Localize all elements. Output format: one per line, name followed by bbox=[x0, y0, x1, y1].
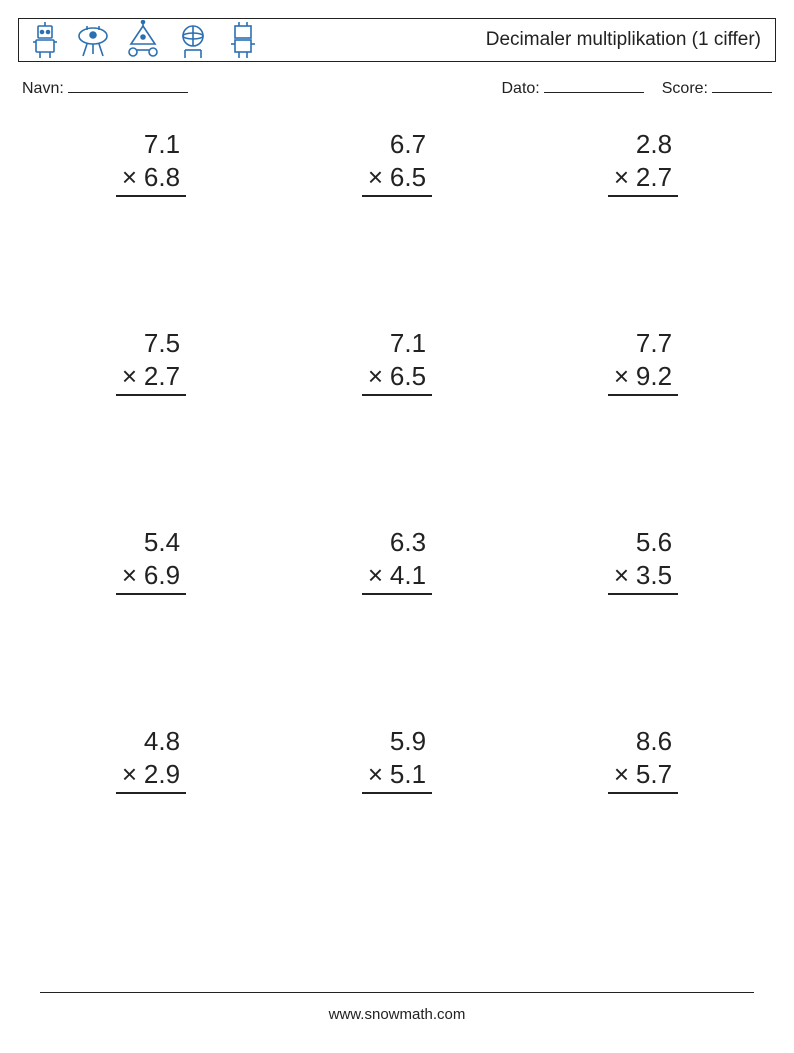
multiplier: 2.9 bbox=[144, 759, 180, 789]
multiplier: 9.2 bbox=[636, 361, 672, 391]
problem: 5.9×5.1 bbox=[294, 725, 500, 794]
multiplier-row: ×4.1 bbox=[362, 559, 432, 596]
problem: 2.8×2.7 bbox=[540, 128, 746, 197]
problem: 7.7×9.2 bbox=[540, 327, 746, 396]
robot-icon bbox=[27, 20, 63, 60]
score-blank[interactable] bbox=[712, 78, 772, 93]
multiplier: 6.5 bbox=[390, 162, 426, 192]
date-label: Dato: bbox=[502, 80, 540, 98]
multiplier-row: ×9.2 bbox=[608, 360, 678, 397]
times-symbol: × bbox=[368, 758, 390, 791]
date-blank[interactable] bbox=[544, 78, 644, 93]
multiplier: 3.5 bbox=[636, 560, 672, 590]
multiplier-row: ×5.1 bbox=[362, 758, 432, 795]
robot-icons bbox=[27, 20, 263, 60]
robot-icon bbox=[173, 20, 213, 60]
meta-row: Navn: Dato: Score: bbox=[22, 78, 772, 98]
times-symbol: × bbox=[122, 559, 144, 592]
multiplier: 5.7 bbox=[636, 759, 672, 789]
multiplier-row: ×6.8 bbox=[116, 161, 186, 198]
multiplicand: 5.9 bbox=[362, 725, 432, 758]
times-symbol: × bbox=[614, 360, 636, 393]
times-symbol: × bbox=[368, 161, 390, 194]
problem: 6.7×6.5 bbox=[294, 128, 500, 197]
multiplier-row: ×2.9 bbox=[116, 758, 186, 795]
problem: 7.5×2.7 bbox=[48, 327, 254, 396]
times-symbol: × bbox=[122, 758, 144, 791]
robot-icon bbox=[73, 20, 113, 60]
problem: 5.4×6.9 bbox=[48, 526, 254, 595]
multiplier: 2.7 bbox=[144, 361, 180, 391]
multiplicand: 8.6 bbox=[608, 725, 678, 758]
multiplicand: 7.1 bbox=[362, 327, 432, 360]
times-symbol: × bbox=[122, 360, 144, 393]
multiplier-row: ×5.7 bbox=[608, 758, 678, 795]
times-symbol: × bbox=[614, 758, 636, 791]
multiplicand: 6.3 bbox=[362, 526, 432, 559]
multiplier: 6.5 bbox=[390, 361, 426, 391]
times-symbol: × bbox=[368, 559, 390, 592]
multiplicand: 4.8 bbox=[116, 725, 186, 758]
multiplier: 6.9 bbox=[144, 560, 180, 590]
problem: 7.1×6.5 bbox=[294, 327, 500, 396]
multiplicand: 7.7 bbox=[608, 327, 678, 360]
problem: 8.6×5.7 bbox=[540, 725, 746, 794]
multiplicand: 5.4 bbox=[116, 526, 186, 559]
multiplier: 6.8 bbox=[144, 162, 180, 192]
problems-grid: 7.1×6.86.7×6.52.8×2.77.5×2.77.1×6.57.7×9… bbox=[18, 128, 776, 794]
multiplier-row: ×3.5 bbox=[608, 559, 678, 596]
name-label: Navn: bbox=[22, 80, 64, 98]
times-symbol: × bbox=[614, 559, 636, 592]
problem: 6.3×4.1 bbox=[294, 526, 500, 595]
name-blank[interactable] bbox=[68, 78, 188, 93]
multiplicand: 7.1 bbox=[116, 128, 186, 161]
multiplier: 4.1 bbox=[390, 560, 426, 590]
robot-icon bbox=[223, 20, 263, 60]
multiplier-row: ×6.5 bbox=[362, 360, 432, 397]
worksheet-header: Decimaler multiplikation (1 ciffer) bbox=[18, 18, 776, 62]
multiplicand: 5.6 bbox=[608, 526, 678, 559]
score-label: Score: bbox=[662, 80, 708, 98]
multiplier-row: ×2.7 bbox=[116, 360, 186, 397]
times-symbol: × bbox=[614, 161, 636, 194]
multiplier: 2.7 bbox=[636, 162, 672, 192]
problem: 5.6×3.5 bbox=[540, 526, 746, 595]
times-symbol: × bbox=[122, 161, 144, 194]
multiplier-row: ×6.9 bbox=[116, 559, 186, 596]
robot-icon bbox=[123, 20, 163, 60]
problem: 7.1×6.8 bbox=[48, 128, 254, 197]
footer-divider bbox=[40, 992, 754, 993]
times-symbol: × bbox=[368, 360, 390, 393]
problem: 4.8×2.9 bbox=[48, 725, 254, 794]
multiplicand: 2.8 bbox=[608, 128, 678, 161]
multiplicand: 6.7 bbox=[362, 128, 432, 161]
footer-url: www.snowmath.com bbox=[0, 1006, 794, 1023]
multiplier-row: ×6.5 bbox=[362, 161, 432, 198]
multiplier: 5.1 bbox=[390, 759, 426, 789]
multiplicand: 7.5 bbox=[116, 327, 186, 360]
multiplier-row: ×2.7 bbox=[608, 161, 678, 198]
worksheet-title: Decimaler multiplikation (1 ciffer) bbox=[486, 29, 761, 51]
